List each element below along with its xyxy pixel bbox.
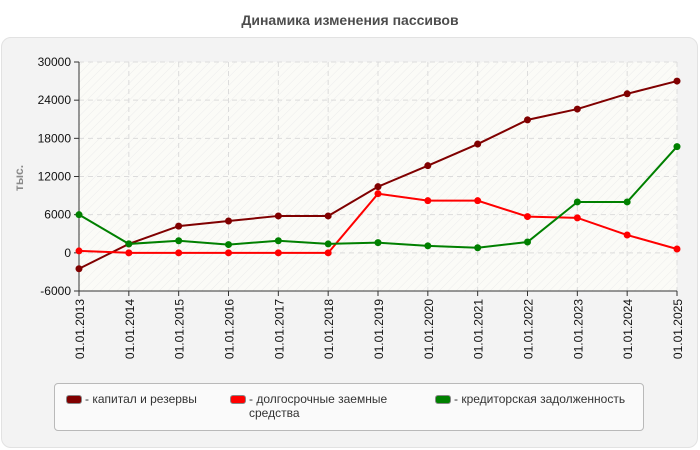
- data-point[interactable]: [175, 222, 183, 230]
- data-point[interactable]: [474, 197, 482, 205]
- axes: -6000 0 6000 12000 18000 24000 30000 01.01.2013…: [38, 55, 685, 359]
- legend-item-longterm-loans[interactable]: - долгосрочные заемные средства: [230, 392, 420, 420]
- y-tick-label: 0: [64, 246, 71, 260]
- x-tick-label: 01.01.2017: [272, 299, 286, 359]
- data-point[interactable]: [125, 240, 133, 248]
- legend-item-capital[interactable]: - капитал и резервы: [66, 392, 197, 406]
- data-point[interactable]: [175, 249, 183, 257]
- data-point[interactable]: [673, 77, 681, 85]
- data-point[interactable]: [225, 217, 232, 225]
- data-point[interactable]: [75, 211, 83, 219]
- data-point[interactable]: [573, 105, 581, 113]
- x-tick-label: 01.01.2025: [671, 299, 685, 359]
- y-tick-label: 12000: [38, 170, 72, 184]
- data-point[interactable]: [623, 198, 631, 206]
- data-point[interactable]: [175, 237, 183, 245]
- y-tick-label: 18000: [38, 131, 72, 145]
- series-line: [75, 190, 681, 257]
- x-tick-label: 01.01.2024: [621, 299, 635, 359]
- y-axis-label: тыс.: [12, 165, 26, 191]
- data-point[interactable]: [274, 249, 282, 257]
- x-tick-label: 01.01.2015: [173, 299, 187, 359]
- y-tick-label: 30000: [38, 55, 72, 69]
- legend-swatch-icon: [230, 395, 246, 404]
- data-point[interactable]: [524, 213, 531, 221]
- legend: - капитал и резервы - долгосрочные заемн…: [54, 383, 644, 431]
- legend-label: - капитал и резервы: [85, 392, 197, 406]
- data-point[interactable]: [474, 140, 482, 148]
- x-tick-label: 01.01.2021: [472, 299, 486, 359]
- data-point[interactable]: [524, 238, 531, 246]
- data-point[interactable]: [573, 214, 581, 222]
- data-point[interactable]: [673, 245, 681, 253]
- legend-label: - долгосрочные заемные средства: [249, 392, 388, 420]
- legend-swatch-icon: [435, 395, 451, 404]
- data-point[interactable]: [225, 249, 232, 257]
- data-point[interactable]: [125, 249, 133, 257]
- chart-title: Динамика изменения пассивов: [241, 12, 459, 28]
- x-tick-label: 01.01.2014: [123, 299, 137, 359]
- data-point[interactable]: [324, 249, 332, 257]
- data-point[interactable]: [324, 240, 332, 248]
- x-tick-label: 01.01.2016: [223, 299, 237, 359]
- x-tick-label: 01.01.2019: [372, 299, 386, 359]
- data-point[interactable]: [225, 241, 232, 249]
- data-point[interactable]: [524, 116, 531, 124]
- data-point[interactable]: [75, 247, 83, 255]
- series-line: [75, 77, 681, 273]
- data-point[interactable]: [424, 197, 432, 205]
- data-point[interactable]: [374, 239, 382, 247]
- y-tick-label: -6000: [40, 284, 71, 298]
- x-tick-label: 01.01.2022: [522, 299, 536, 359]
- data-point[interactable]: [424, 242, 432, 250]
- data-point[interactable]: [274, 237, 282, 245]
- data-point[interactable]: [573, 198, 581, 206]
- legend-swatch-icon: [66, 395, 82, 404]
- data-point[interactable]: [474, 244, 482, 252]
- data-point[interactable]: [274, 212, 282, 220]
- series-line: [75, 143, 681, 252]
- data-series: [75, 77, 681, 273]
- data-point[interactable]: [424, 162, 432, 170]
- line-chart: -6000 0 6000 12000 18000 24000 30000 01.01.2013…: [12, 55, 685, 359]
- y-tick-label: 6000: [44, 208, 71, 222]
- legend-item-payables[interactable]: - кредиторская задолженность: [435, 392, 625, 406]
- data-point[interactable]: [623, 90, 631, 98]
- data-point[interactable]: [623, 231, 631, 239]
- x-tick-label: 01.01.2020: [422, 299, 436, 359]
- data-point[interactable]: [324, 212, 332, 220]
- x-tick-label: 01.01.2023: [571, 299, 585, 359]
- data-point[interactable]: [673, 143, 681, 151]
- legend-label: - кредиторская задолженность: [454, 392, 626, 406]
- data-point[interactable]: [75, 265, 83, 273]
- data-point[interactable]: [374, 183, 382, 191]
- x-tick-label: 01.01.2018: [322, 299, 336, 359]
- data-point[interactable]: [374, 190, 382, 198]
- x-tick-label: 01.01.2013: [73, 299, 87, 359]
- y-tick-label: 24000: [38, 93, 72, 107]
